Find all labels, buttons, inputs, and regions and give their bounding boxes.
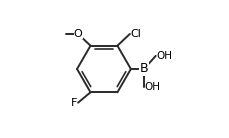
- Text: O: O: [73, 29, 82, 39]
- Text: OH: OH: [156, 51, 172, 61]
- Text: OH: OH: [144, 82, 160, 92]
- Text: F: F: [71, 98, 77, 108]
- Text: Cl: Cl: [130, 29, 141, 39]
- Text: B: B: [139, 63, 148, 75]
